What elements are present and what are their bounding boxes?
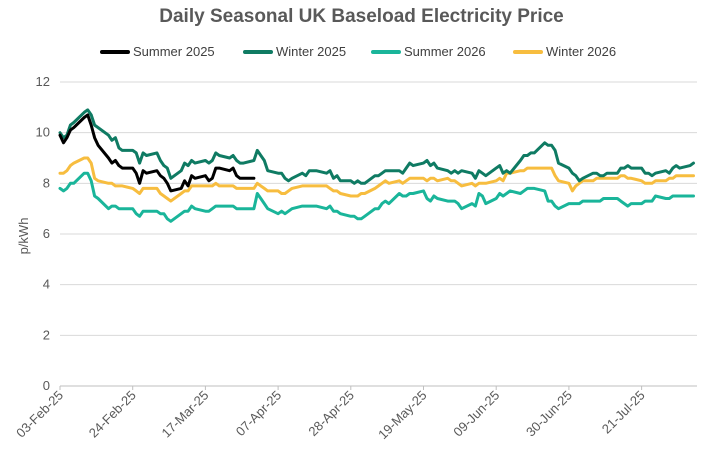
x-tick-label: 21-Jul-25 [599, 388, 648, 437]
legend-swatch-winter-2026 [513, 49, 543, 54]
series-line-winter-2025 [58, 108, 695, 185]
gridlines [60, 81, 697, 387]
y-tick-label: 10 [36, 125, 50, 140]
y-axis: 0 2 4 6 8 10 12 [36, 74, 50, 393]
legend-swatch-summer-2026 [371, 49, 401, 54]
x-tick-label: 19-May-25 [375, 388, 430, 443]
legend-swatch-winter-2025 [243, 49, 273, 54]
y-tick-label: 4 [43, 277, 50, 292]
x-tick-label: 07-Apr-25 [233, 388, 284, 439]
chart-title: Daily Seasonal UK Baseload Electricity P… [159, 6, 564, 27]
y-tick-label: 6 [43, 226, 50, 241]
legend-item-summer-2026: Summer 2026 [371, 44, 486, 59]
chart-legend: Summer 2025 Winter 2025 Summer 2026 Wint… [0, 44, 723, 64]
x-tick-label: 03-Feb-25 [13, 388, 66, 441]
y-tick-label: 12 [36, 74, 50, 89]
y-tick-label: 8 [43, 175, 50, 190]
x-tick-label: 28-Apr-25 [305, 388, 356, 439]
series-line-summer-2026 [58, 171, 695, 223]
x-tick-label: 24-Feb-25 [86, 388, 139, 441]
legend-label: Winter 2025 [276, 44, 347, 59]
legend-item-winter-2026: Winter 2026 [513, 44, 616, 59]
legend-swatch-summer-2025 [100, 49, 130, 54]
series-lines [58, 108, 695, 223]
x-tick-label: 09-Jun-25 [450, 388, 502, 440]
legend-label: Summer 2025 [133, 44, 215, 59]
legend-item-winter-2025: Winter 2025 [243, 44, 346, 59]
series-line-winter-2026 [58, 156, 695, 203]
legend-item-summer-2025: Summer 2025 [100, 44, 215, 59]
x-tick-label: 30-Jun-25 [523, 388, 575, 440]
y-tick-label: 2 [43, 327, 50, 342]
legend-label: Summer 2026 [404, 44, 486, 59]
y-axis-title: p/kWh [16, 218, 31, 255]
legend-label: Winter 2026 [546, 44, 617, 59]
x-tick-label: 17-Mar-25 [159, 388, 212, 441]
x-axis: 03-Feb-25 24-Feb-25 17-Mar-25 07-Apr-25 28-A… [13, 386, 648, 442]
y-tick-label: 0 [43, 378, 50, 393]
series-line-summer-2025 [58, 113, 256, 193]
